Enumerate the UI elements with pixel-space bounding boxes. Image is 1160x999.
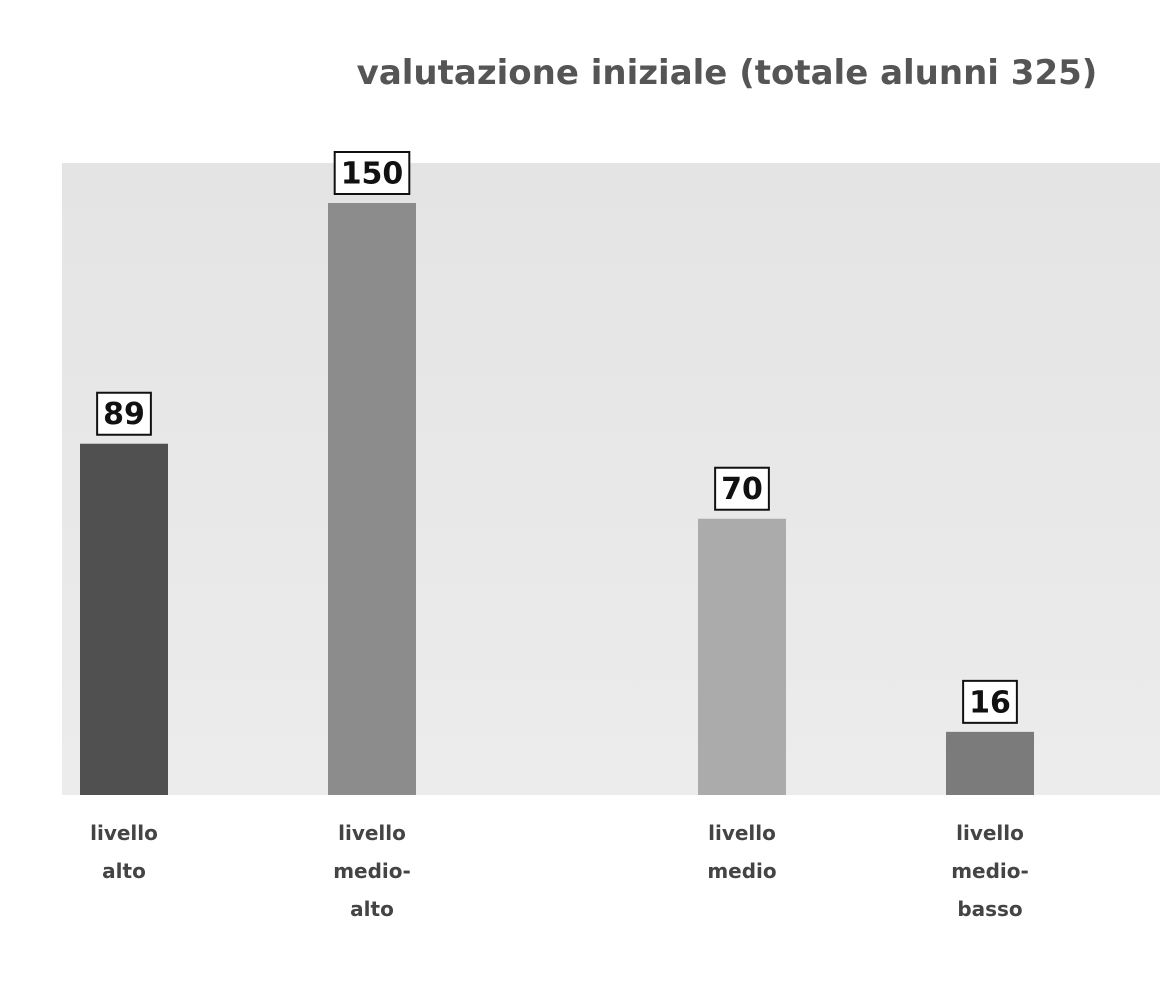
bar	[698, 518, 786, 795]
x-tick-label: livello medio-basso	[951, 821, 1029, 921]
bar	[328, 203, 416, 795]
bar	[80, 443, 168, 795]
value-label: 89	[103, 397, 145, 432]
bar	[946, 731, 1034, 795]
value-label: 150	[341, 157, 404, 192]
chart-title: valutazione iniziale (totale alunni 325)	[357, 53, 1098, 93]
value-label: 16	[969, 685, 1011, 720]
value-label-box	[962, 679, 1018, 724]
value-label-box	[96, 391, 152, 436]
value-label-box	[333, 151, 411, 195]
value-label-box	[714, 466, 770, 511]
x-tick-label: livello medio-alto	[333, 821, 411, 921]
value-label: 70	[721, 472, 763, 507]
x-tick-label: livello medio	[707, 821, 777, 883]
x-tick-label: livello alto	[90, 821, 158, 883]
